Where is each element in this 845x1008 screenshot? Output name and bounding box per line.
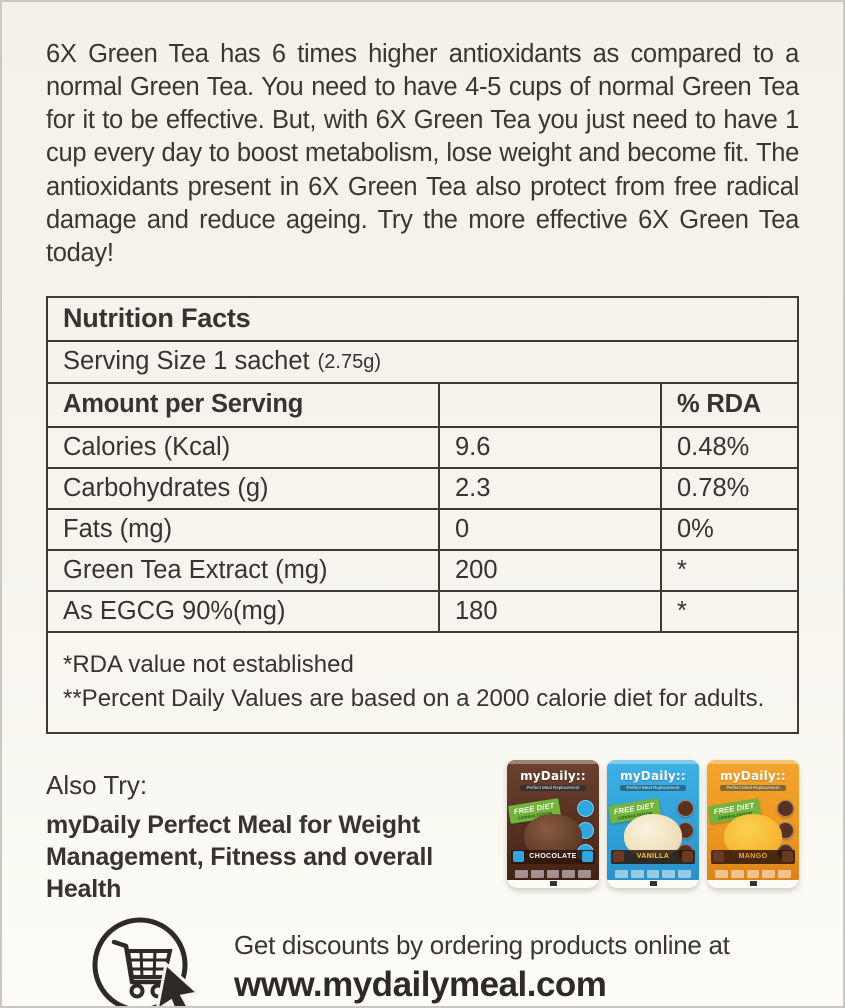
nutrient-label: Fats (mg) <box>48 507 438 549</box>
column-header-amount: Amount per Serving <box>48 381 438 426</box>
footnote-rda: *RDA value not established <box>63 650 354 678</box>
order-online-footer: Get discounts by ordering products onlin… <box>84 915 843 1006</box>
pouch-base-strip <box>507 879 599 888</box>
pouch-seal <box>707 759 799 764</box>
pouch-base-strip <box>707 879 799 888</box>
also-try-label: Also Try: <box>46 769 148 800</box>
brand-tagline: Perfect Meal Replacement <box>619 784 687 792</box>
pouch-mango: myDaily:: Perfect Meal Replacement FREE … <box>707 759 799 888</box>
flavor-name: CHOCOLATE <box>529 853 577 861</box>
nutrient-chip <box>782 851 793 863</box>
brand-tagline: Perfect Meal Replacement <box>719 784 787 792</box>
product-pouches: myDaily:: Perfect Meal Replacement FREE … <box>507 758 799 888</box>
barcode-mark <box>749 881 757 887</box>
nutrient-amount: 200 <box>438 548 660 590</box>
flavor-band: CHOCOLATE <box>511 849 595 864</box>
mini-nutrition-row <box>715 869 791 878</box>
flavor-band: VANILLA <box>611 849 695 864</box>
nutrient-rda: 0% <box>660 507 797 549</box>
nutrient-label: As EGCG 90%(mg) <box>48 589 438 631</box>
pouch-base-strip <box>607 879 699 888</box>
benefit-badge-icon <box>777 799 794 817</box>
website-url: www.mydailymeal.com <box>234 965 607 1005</box>
also-try-section: Also Try: myDaily Perfect Meal for Weigh… <box>46 758 799 905</box>
benefit-badge-icon <box>677 799 694 817</box>
nutrient-chip <box>513 851 524 863</box>
mini-nutrition-row <box>615 869 691 878</box>
nutrient-rda: 0.48% <box>660 425 797 467</box>
cart-cursor-icon <box>92 917 202 1006</box>
serving-size-row: Serving Size 1 sachet (2.75g) <box>48 339 797 382</box>
brand-tagline: Perfect Meal Replacement <box>519 784 587 792</box>
nutrition-facts-table: Nutrition Facts Serving Size 1 sachet (2… <box>46 295 799 734</box>
column-header-middle <box>438 381 660 426</box>
barcode-mark <box>649 881 657 887</box>
footnote-daily-values: **Percent Daily Values are based on a 20… <box>63 685 765 713</box>
nutrient-chip <box>682 851 693 863</box>
nutrient-chip <box>613 851 624 863</box>
footer-text: Get discounts by ordering products onlin… <box>234 930 730 1005</box>
also-try-headline: myDaily Perfect Meal for Weight Manageme… <box>46 810 433 903</box>
nutrient-amount: 2.3 <box>438 466 660 508</box>
nutrition-facts-title: Nutrition Facts <box>63 303 251 334</box>
flavor-name: VANILLA <box>636 853 670 861</box>
table-footnotes: *RDA value not established **Percent Dai… <box>48 630 797 732</box>
intro-paragraph: 6X Green Tea has 6 times higher antioxid… <box>46 40 799 267</box>
nutrient-rda: 0.78% <box>660 466 797 508</box>
nutrient-chip <box>582 851 593 863</box>
pouch-seal <box>607 759 699 764</box>
benefit-badge-icon <box>577 799 594 817</box>
discount-text: Get discounts by ordering products onlin… <box>234 930 730 961</box>
flavor-band: MANGO <box>711 849 795 864</box>
barcode-mark <box>549 881 557 887</box>
brand-logo: myDaily:: <box>720 768 786 783</box>
mini-nutrition-row <box>515 869 591 878</box>
column-header-rda: % RDA <box>660 381 797 426</box>
brand-logo: myDaily:: <box>620 768 686 783</box>
nutrient-amount: 180 <box>438 589 660 631</box>
nutrient-label: Carbohydrates (g) <box>48 466 438 508</box>
nutrient-rda: * <box>660 548 797 590</box>
pouch-seal <box>507 759 599 764</box>
serving-size-weight: (2.75g) <box>317 351 382 374</box>
nutrient-amount: 9.6 <box>438 425 660 467</box>
pouch-vanilla: myDaily:: Perfect Meal Replacement FREE … <box>607 759 699 888</box>
brand-logo: myDaily:: <box>520 768 586 783</box>
nutrient-chip <box>713 851 724 863</box>
also-try-text: Also Try: myDaily Perfect Meal for Weigh… <box>46 758 486 905</box>
nutrient-rda: * <box>660 589 797 631</box>
pouch-chocolate: myDaily:: Perfect Meal Replacement FREE … <box>507 759 599 888</box>
serving-size-label: Serving Size 1 sachet <box>63 347 310 376</box>
flavor-name: MANGO <box>738 853 768 861</box>
nutrient-label: Calories (Kcal) <box>48 425 438 467</box>
nutrient-label: Green Tea Extract (mg) <box>48 548 438 590</box>
nutrient-amount: 0 <box>438 507 660 549</box>
